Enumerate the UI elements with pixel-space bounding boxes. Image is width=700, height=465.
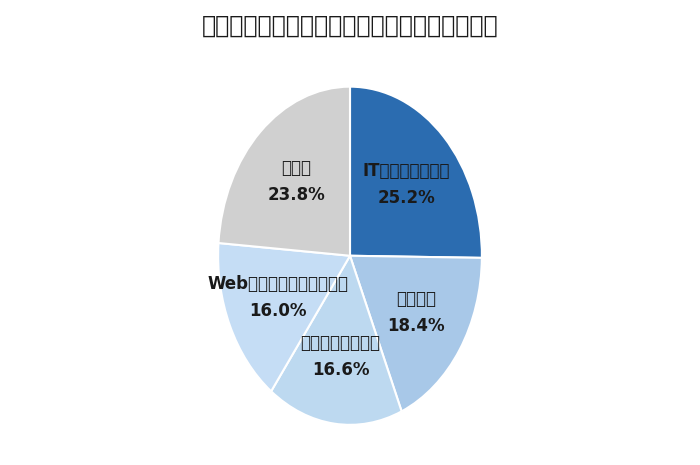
Text: 不動産・建設業界: 不動産・建設業界	[300, 334, 381, 352]
Text: 18.4%: 18.4%	[387, 317, 444, 335]
Text: 23.8%: 23.8%	[267, 186, 325, 204]
Wedge shape	[350, 256, 482, 412]
Text: 25.2%: 25.2%	[377, 189, 435, 207]
Text: Web・インターネット業界: Web・インターネット業界	[207, 275, 349, 293]
Wedge shape	[218, 86, 350, 256]
Text: 【業界別】リクルートエージェントの求人内訳: 【業界別】リクルートエージェントの求人内訳	[202, 14, 498, 38]
Wedge shape	[218, 243, 350, 391]
Text: 人材業界: 人材業界	[395, 290, 435, 308]
Text: 16.6%: 16.6%	[312, 361, 370, 379]
Wedge shape	[350, 86, 482, 258]
Text: その他: その他	[281, 159, 312, 177]
Wedge shape	[271, 256, 402, 425]
Text: 16.0%: 16.0%	[249, 302, 307, 320]
Text: IT業界・通信業界: IT業界・通信業界	[363, 162, 450, 180]
